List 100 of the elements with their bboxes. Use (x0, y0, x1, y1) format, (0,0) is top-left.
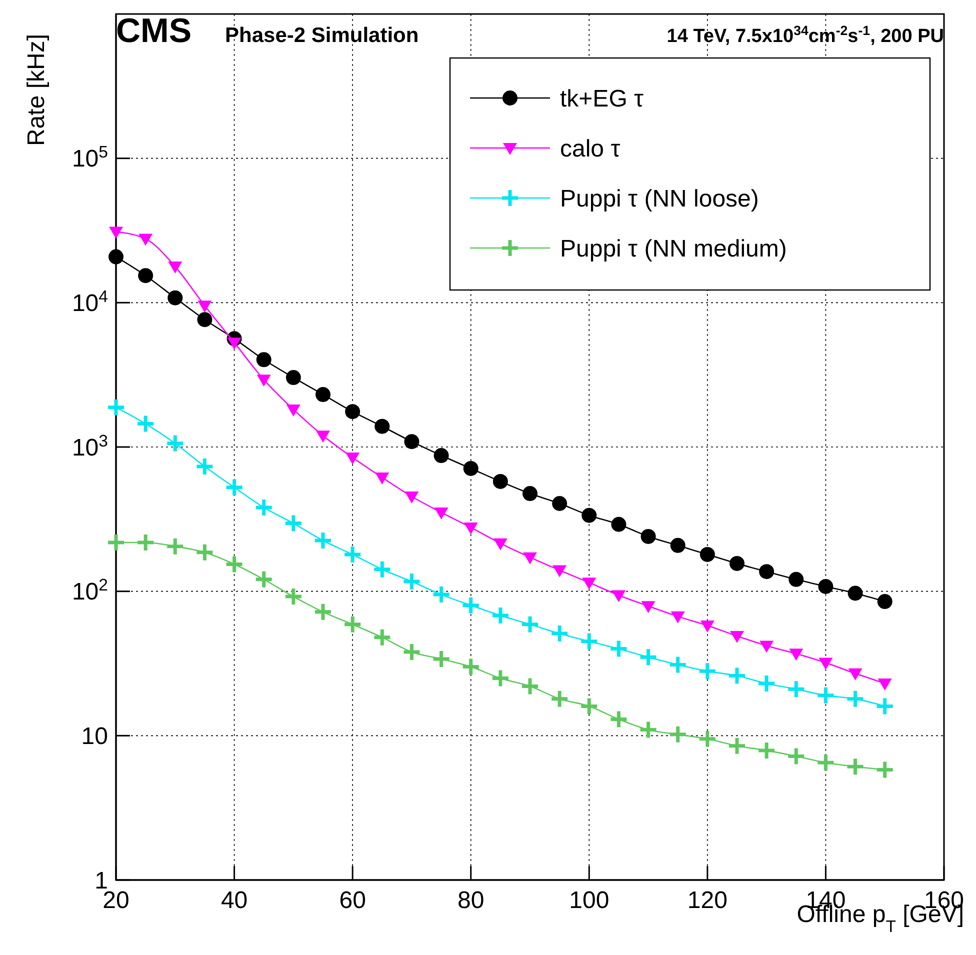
point (404, 434, 420, 450)
point (760, 640, 774, 653)
point (461, 657, 481, 677)
point (612, 590, 626, 602)
text: Phase-2 Simulation (225, 24, 419, 47)
point (608, 639, 628, 659)
point (878, 678, 892, 690)
point (700, 546, 715, 562)
point (224, 554, 244, 574)
point (464, 522, 478, 534)
point (552, 565, 567, 578)
point (461, 596, 481, 616)
point (668, 654, 688, 674)
point (608, 709, 628, 729)
point (402, 642, 422, 662)
point (846, 689, 866, 709)
point (254, 570, 274, 590)
annotation: 14 TeV, 7.5x10$^{34}$cm$^{-2}$s$^{-1}$, 200 PU (666, 22, 944, 47)
point (730, 556, 744, 571)
point (552, 496, 568, 512)
point (106, 532, 126, 552)
point (108, 249, 124, 264)
point (197, 312, 212, 328)
y-tick-label: 10 (81, 723, 108, 750)
point (877, 594, 892, 610)
point (523, 552, 537, 564)
x-tick-label: 40 (220, 887, 248, 914)
point (256, 374, 271, 387)
point (224, 478, 244, 498)
legend-label: Puppi τ (NN medium) (560, 235, 787, 262)
point (136, 532, 156, 552)
point (286, 370, 301, 386)
point (520, 614, 540, 634)
y-tick-label: 10$^{5}$ (72, 142, 108, 173)
x-tick-label: 80 (458, 887, 484, 914)
point (759, 564, 774, 580)
point (254, 498, 274, 518)
point (786, 746, 806, 766)
point (730, 631, 744, 644)
chart-title: CMS (116, 12, 192, 50)
point (786, 679, 806, 699)
point (106, 398, 126, 418)
point (138, 234, 153, 246)
point (816, 752, 836, 772)
point (875, 696, 895, 716)
point (345, 404, 360, 420)
x-tick-label: 20 (102, 887, 130, 914)
point (136, 414, 156, 434)
point (582, 578, 596, 590)
point (611, 516, 626, 532)
point (284, 586, 304, 606)
point (789, 648, 804, 661)
legend-label: tk+EG τ (560, 85, 644, 112)
point (522, 486, 538, 502)
point (727, 666, 747, 686)
point (640, 528, 656, 544)
point (374, 418, 390, 434)
y-tick-label: 10$^{4}$ (72, 286, 108, 318)
point (165, 434, 185, 454)
point (316, 430, 330, 443)
y-tick-label: 10$^{2}$ (72, 575, 108, 606)
point (434, 448, 449, 464)
point (432, 649, 452, 669)
point (638, 720, 658, 740)
x-tick-label: 60 (339, 887, 366, 914)
point (700, 620, 714, 632)
point (256, 352, 272, 368)
point (194, 456, 214, 476)
y-tick-label: 10$^{3}$ (72, 430, 108, 462)
point (641, 601, 656, 614)
point (342, 544, 362, 564)
point (138, 268, 154, 284)
point (816, 686, 836, 706)
point (490, 668, 510, 688)
point (286, 404, 300, 416)
point (670, 611, 685, 624)
point (372, 628, 392, 648)
point (198, 300, 212, 313)
legend-label: Puppi τ (NN loose) (560, 185, 759, 212)
point (168, 262, 182, 274)
x-tick-label: 100 (569, 887, 610, 914)
point (342, 614, 362, 634)
point (875, 760, 895, 780)
point (638, 647, 658, 667)
point (818, 658, 833, 670)
point (698, 729, 718, 749)
point (109, 226, 123, 239)
point (194, 542, 214, 562)
point (727, 736, 747, 756)
point (846, 756, 866, 776)
point (848, 668, 862, 680)
y-axis-title: Rate [kHz] (23, 34, 50, 146)
point (670, 538, 686, 553)
point (432, 584, 452, 604)
legend-label: calo τ (560, 135, 621, 162)
point (404, 492, 419, 504)
point (375, 472, 390, 484)
point (463, 460, 478, 476)
point (818, 579, 834, 594)
point (284, 514, 304, 534)
